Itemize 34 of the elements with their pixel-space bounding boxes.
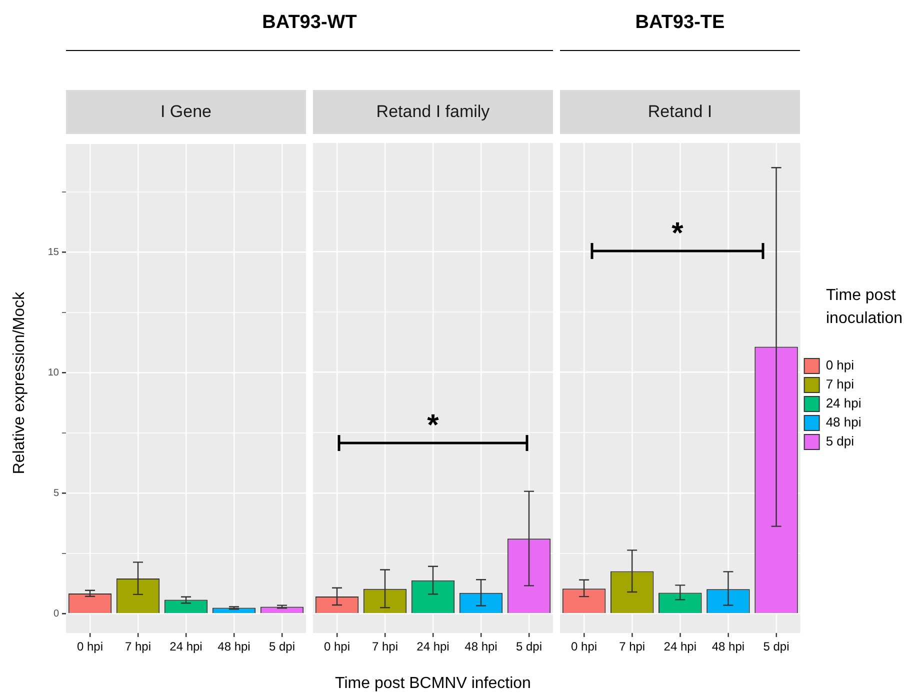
x-tick-label: 5 dpi	[763, 640, 790, 654]
x-tick-label: 0 hpi	[76, 640, 104, 654]
x-tick-label: 24 hpi	[170, 640, 202, 654]
legend-label: 24 hpi	[826, 396, 862, 411]
x-tick-label: 7 hpi	[619, 640, 646, 654]
annotation: *	[426, 409, 440, 442]
y-tick-label: 0	[53, 608, 60, 620]
x-tick-label: 0 hpi	[324, 640, 350, 654]
chart-subtitle: I Gene	[66, 90, 306, 134]
x-tick-label: 48 hpi	[712, 640, 745, 654]
x-tick-label: 48 hpi	[218, 640, 250, 654]
x-tick-label: 7 hpi	[372, 640, 398, 654]
x-tick-label: 7 hpi	[124, 640, 152, 654]
chart-subtitle: Retand I family	[313, 90, 553, 134]
x-tick-label: 5 dpi	[516, 640, 542, 654]
legend-label: 7 hpi	[826, 376, 854, 392]
chart-subtitle: Retand I	[560, 90, 800, 134]
x-axis-title: Time post BCMNV infection	[334, 675, 532, 693]
legend-label: 5 dpi	[826, 434, 854, 449]
x-tick-label: 0 hpi	[571, 640, 598, 654]
legend-label: 0 hpi	[826, 358, 854, 373]
x-tick-label: 48 hpi	[464, 640, 498, 654]
legend-title: Time post inoculation	[826, 286, 904, 329]
x-tick-label: 24 hpi	[416, 640, 450, 654]
annotation: *	[670, 217, 684, 250]
x-tick-label: 5 dpi	[268, 640, 296, 654]
y-tick-label: 10	[48, 368, 60, 379]
chart-title: BAT93-TE	[634, 12, 726, 34]
legend-label: 48 hpi	[826, 414, 862, 430]
y-tick-label: 15	[48, 247, 60, 258]
x-tick-label: 24 hpi	[664, 640, 697, 654]
chart-title: BAT93-WT	[261, 12, 358, 34]
y-axis-title: Relative expression/Mock	[11, 291, 29, 474]
y-tick-label: 5	[53, 488, 60, 500]
